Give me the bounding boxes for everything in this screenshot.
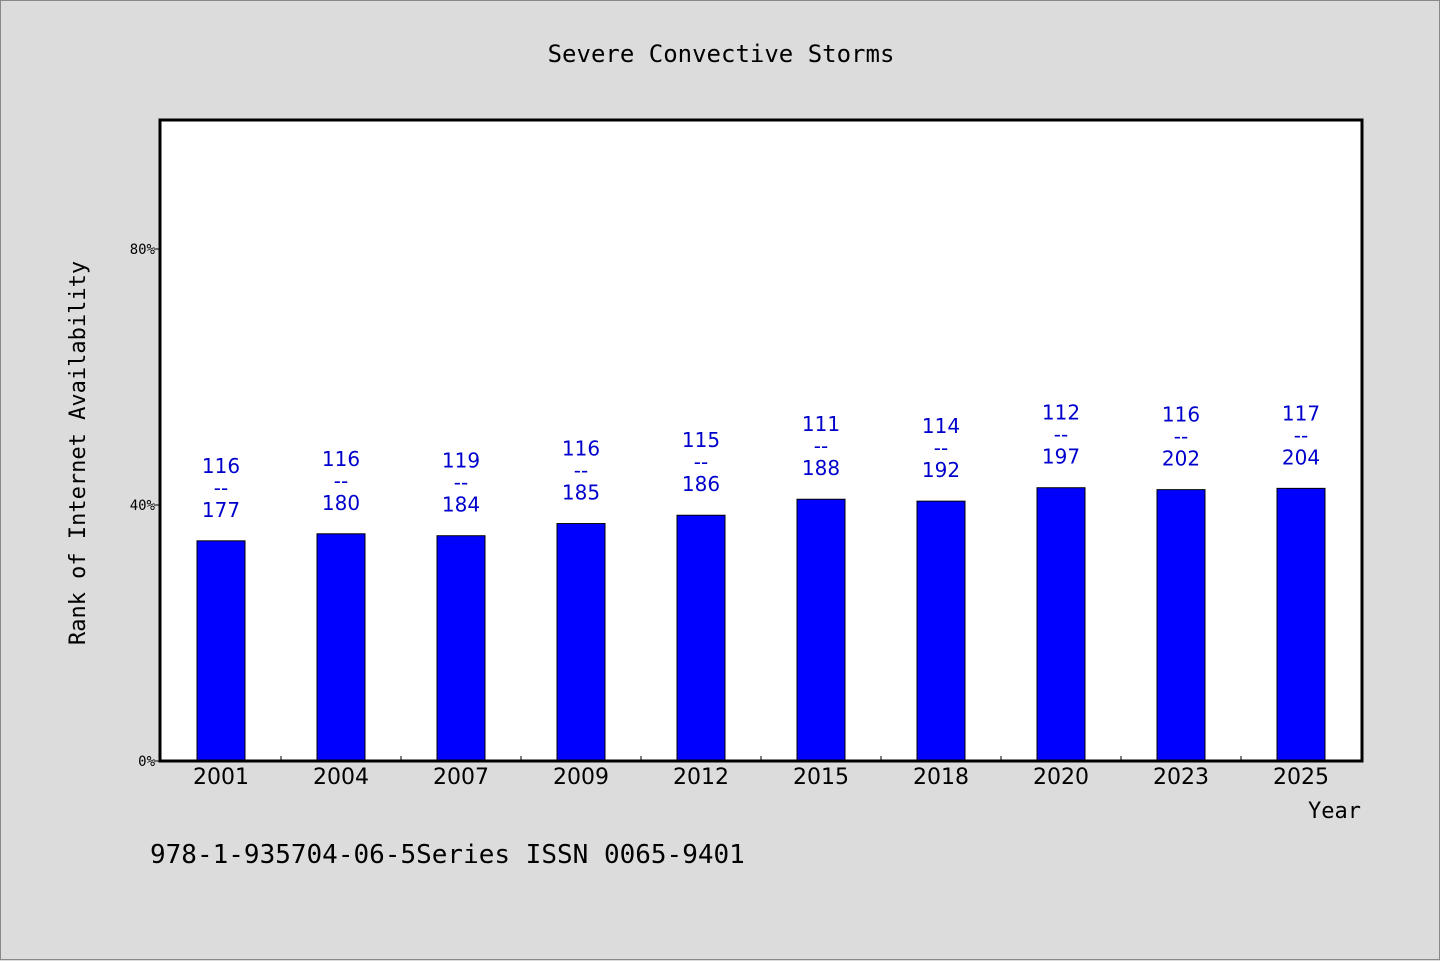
data-label-top-2023: 116 bbox=[1162, 403, 1200, 427]
data-label-top-2012: 115 bbox=[682, 428, 720, 452]
y-ticks-group: 0% 40% 80% bbox=[130, 242, 161, 770]
bar-2004 bbox=[316, 533, 366, 762]
bar-2023 bbox=[1156, 489, 1206, 762]
plot-border bbox=[158, 118, 1364, 763]
x-tick-label-2018: 2018 bbox=[913, 765, 969, 790]
bar-2009 bbox=[556, 523, 606, 762]
footer-text: 978-1-935704-06-5Series ISSN 0065-9401 bbox=[150, 840, 745, 870]
bar-2001 bbox=[196, 540, 246, 762]
data-label-top-2025: 117 bbox=[1282, 401, 1320, 425]
bars-group bbox=[196, 487, 1326, 762]
data-label-top-2018: 114 bbox=[922, 414, 960, 438]
y-tick-label-40: 40% bbox=[130, 498, 156, 514]
bar-2020 bbox=[1036, 487, 1086, 762]
x-tick-label-2004: 2004 bbox=[313, 765, 369, 790]
x-tick-label-2007: 2007 bbox=[433, 765, 489, 790]
x-tick-label-2025: 2025 bbox=[1273, 765, 1329, 790]
data-label-bottom-2023: 202 bbox=[1162, 447, 1200, 471]
x-tick-label-2023: 2023 bbox=[1153, 765, 1209, 790]
data-label-sep-2009: -- bbox=[574, 459, 588, 483]
data-label-sep-2015: -- bbox=[814, 434, 828, 458]
data-label-sep-2023: -- bbox=[1174, 425, 1188, 449]
x-axis-label: Year bbox=[1308, 799, 1361, 824]
data-label-sep-2004: -- bbox=[334, 469, 348, 493]
data-labels-group: 116--177116--180119--184116--185115--186… bbox=[202, 401, 1320, 522]
bar-2018 bbox=[916, 500, 966, 762]
data-label-bottom-2018: 192 bbox=[922, 458, 960, 482]
data-label-sep-2020: -- bbox=[1054, 423, 1068, 447]
x-ticks-group: 2001 2004 2007 2009 2012 2015 2018 2020 2023 2025 bbox=[193, 756, 1329, 790]
x-tick-label-2001: 2001 bbox=[193, 765, 249, 790]
data-label-bottom-2009: 185 bbox=[562, 481, 600, 505]
chart-title: Severe Convective Storms bbox=[548, 40, 895, 68]
data-label-bottom-2007: 184 bbox=[442, 493, 480, 517]
data-label-top-2015: 111 bbox=[802, 412, 840, 436]
data-label-top-2009: 116 bbox=[562, 437, 600, 461]
x-tick-label-2012: 2012 bbox=[673, 765, 729, 790]
data-label-sep-2001: -- bbox=[214, 476, 228, 500]
data-label-bottom-2001: 177 bbox=[202, 498, 240, 522]
data-label-bottom-2012: 186 bbox=[682, 472, 720, 496]
bar-2012 bbox=[676, 514, 726, 762]
bar-2025 bbox=[1276, 487, 1326, 762]
data-label-top-2001: 116 bbox=[202, 454, 240, 478]
data-label-sep-2025: -- bbox=[1294, 423, 1308, 447]
data-label-top-2007: 119 bbox=[442, 449, 480, 473]
y-tick-label-0: 0% bbox=[138, 754, 155, 770]
data-label-bottom-2025: 204 bbox=[1282, 445, 1320, 469]
y-axis-label: Rank of Internet Availability bbox=[66, 261, 91, 645]
data-label-bottom-2020: 197 bbox=[1042, 445, 1080, 469]
data-label-bottom-2015: 188 bbox=[802, 456, 840, 480]
data-label-sep-2018: -- bbox=[934, 436, 948, 460]
data-label-bottom-2004: 180 bbox=[322, 491, 360, 515]
x-tick-label-2009: 2009 bbox=[553, 765, 609, 790]
data-label-sep-2007: -- bbox=[454, 471, 468, 495]
bar-2015 bbox=[796, 498, 846, 762]
bar-2007 bbox=[436, 535, 486, 762]
y-tick-label-80: 80% bbox=[130, 242, 156, 258]
x-tick-label-2020: 2020 bbox=[1033, 765, 1089, 790]
data-label-sep-2012: -- bbox=[694, 450, 708, 474]
data-label-top-2004: 116 bbox=[322, 447, 360, 471]
x-tick-label-2015: 2015 bbox=[793, 765, 849, 790]
data-label-top-2020: 112 bbox=[1042, 401, 1080, 425]
